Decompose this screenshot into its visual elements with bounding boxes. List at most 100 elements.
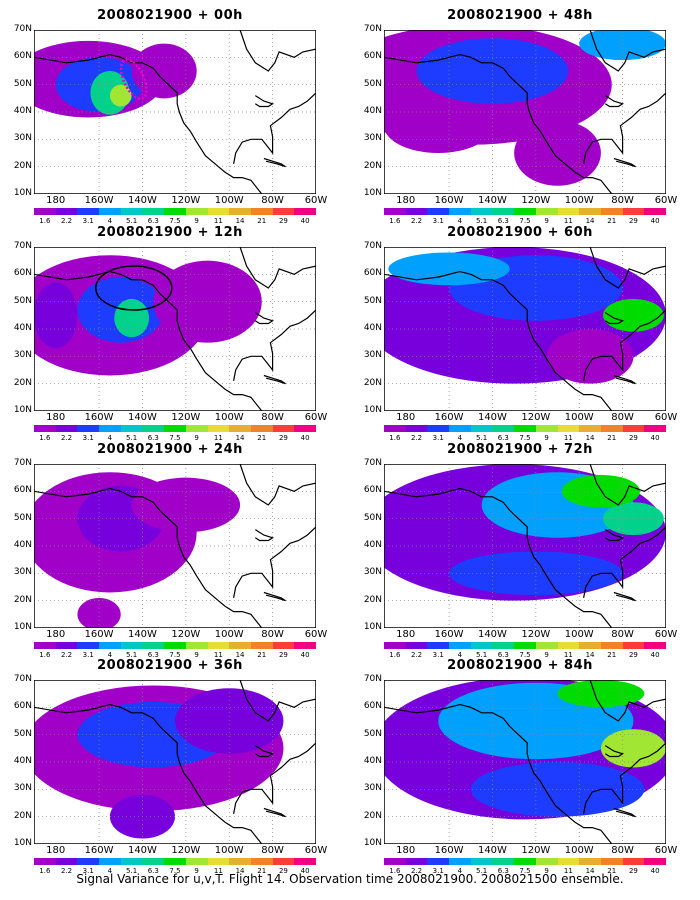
colorbar <box>384 858 666 865</box>
colorbar-swatch <box>229 208 251 215</box>
y-tick-label: 20N <box>363 377 382 388</box>
colorbar-label: 21 <box>257 867 267 875</box>
colorbar-label: 11 <box>563 434 573 442</box>
colorbar-label: 4 <box>457 651 463 659</box>
y-tick-label: 40N <box>13 756 32 766</box>
y-tick-label: 70N <box>363 241 382 251</box>
x-tick-label: 180 <box>396 195 416 206</box>
colorbar-label: 5.1 <box>126 217 138 225</box>
colorbar-swatch <box>514 642 536 649</box>
x-tick-label: 60W <box>304 629 328 640</box>
variance-shading <box>416 38 569 104</box>
colorbar-label: 11 <box>213 651 223 659</box>
colorbar-swatch <box>120 208 143 215</box>
x-tick-label: 80W <box>261 195 284 206</box>
y-tick-label: 40N <box>363 756 382 766</box>
colorbar-swatch <box>492 425 515 432</box>
colorbar-swatch <box>492 642 515 649</box>
colorbar-label: 11 <box>563 651 573 659</box>
colorbar-label: 9 <box>544 651 549 659</box>
y-tick-label: 30N <box>363 783 382 794</box>
x-tick-label: 120W <box>521 195 551 206</box>
x-tick-label: 140W <box>127 629 157 640</box>
colorbar-label: 3.1 <box>82 434 94 442</box>
colorbar-swatch <box>185 858 208 865</box>
colorbar-label: 1.6 <box>389 867 401 875</box>
colorbar-swatch <box>600 425 623 432</box>
colorbar-swatch <box>492 208 515 215</box>
colorbar-swatch <box>120 858 143 865</box>
x-tick-label: 80W <box>261 845 284 856</box>
y-tick-label: 20N <box>363 160 382 171</box>
map-panel: 2008021900 + 60h 70N 60N 50N 40N 30N 20N 10N 180… <box>350 225 690 442</box>
x-tick-label: 180 <box>396 412 416 423</box>
x-tick-label: 80W <box>611 195 634 206</box>
colorbar-swatch <box>405 425 428 432</box>
colorbar-label: 2.2 <box>410 867 423 875</box>
y-tick-label: 70N <box>363 24 382 34</box>
colorbar <box>384 208 666 215</box>
colorbar-label: 7.5 <box>169 867 181 875</box>
y-tick-label: 20N <box>363 594 382 605</box>
y-tick-label: 10N <box>13 838 32 848</box>
colorbar-label: 3.1 <box>432 434 444 442</box>
coastline <box>254 312 275 325</box>
colorbar-swatch <box>294 858 316 865</box>
colorbar-swatch <box>405 208 428 215</box>
y-tick-label: 10N <box>363 838 382 848</box>
y-tick-label: 20N <box>13 160 32 171</box>
coastline <box>254 745 275 758</box>
colorbar-swatch <box>514 208 536 215</box>
colorbar-swatch <box>600 642 623 649</box>
colorbar-swatch <box>272 858 295 865</box>
colorbar-labels: 1.6 2.2 3.1 4 5.1 6.3 7.5 9 11 14 21 29 40 <box>384 434 666 442</box>
x-tick-label: 60W <box>654 412 678 423</box>
colorbar-label: 11 <box>563 217 573 225</box>
colorbar-label: 3.1 <box>432 651 444 659</box>
y-tick-label: 50N <box>363 728 382 739</box>
x-tick-label: 120W <box>521 412 551 423</box>
colorbar-label: 14 <box>235 867 245 875</box>
colorbar-label: 3.1 <box>432 867 444 875</box>
colorbar-label: 40 <box>650 651 660 659</box>
colorbar-swatch <box>449 642 471 649</box>
x-tick-label: 140W <box>477 629 507 640</box>
colorbar-label: 29 <box>628 434 638 442</box>
colorbar-swatch <box>579 425 601 432</box>
colorbar-swatch <box>34 425 56 432</box>
coastline <box>263 374 286 385</box>
x-tick-label: 80W <box>261 629 284 640</box>
panel-title: 2008021900 + 36h <box>97 658 243 673</box>
colorbar-label: 7.5 <box>519 867 531 875</box>
colorbar-swatch <box>207 858 230 865</box>
colorbar-label: 9 <box>544 217 549 225</box>
colorbar-label: 2.2 <box>410 217 423 225</box>
y-tick-label: 20N <box>13 810 32 821</box>
colorbar-label: 1.6 <box>389 434 401 442</box>
y-tick-label: 20N <box>363 810 382 821</box>
colorbar-label: 29 <box>278 651 288 659</box>
colorbar-swatch <box>207 642 230 649</box>
colorbar-swatch <box>250 425 273 432</box>
colorbar-label: 9 <box>194 867 199 875</box>
colorbar-swatch <box>142 642 165 649</box>
coastline <box>239 247 316 289</box>
colorbar <box>34 425 316 432</box>
colorbar-label: 3.1 <box>82 867 94 875</box>
colorbar-swatch <box>579 858 601 865</box>
colorbar-swatch <box>272 425 295 432</box>
x-tick-label: 140W <box>127 195 157 206</box>
colorbar-swatch <box>164 858 186 865</box>
colorbar-label: 1.6 <box>39 434 51 442</box>
colorbar-swatch <box>77 642 100 649</box>
colorbar-label: 1.6 <box>39 651 51 659</box>
x-tick-label: 160W <box>434 412 464 423</box>
colorbar-swatch <box>142 425 165 432</box>
colorbar-swatch <box>622 425 645 432</box>
x-tick-label: 180 <box>46 412 66 423</box>
map-plot <box>384 680 666 844</box>
map-plot <box>384 247 666 411</box>
colorbar-swatch <box>449 858 471 865</box>
coastline <box>384 270 613 411</box>
colorbar-label: 11 <box>213 217 223 225</box>
